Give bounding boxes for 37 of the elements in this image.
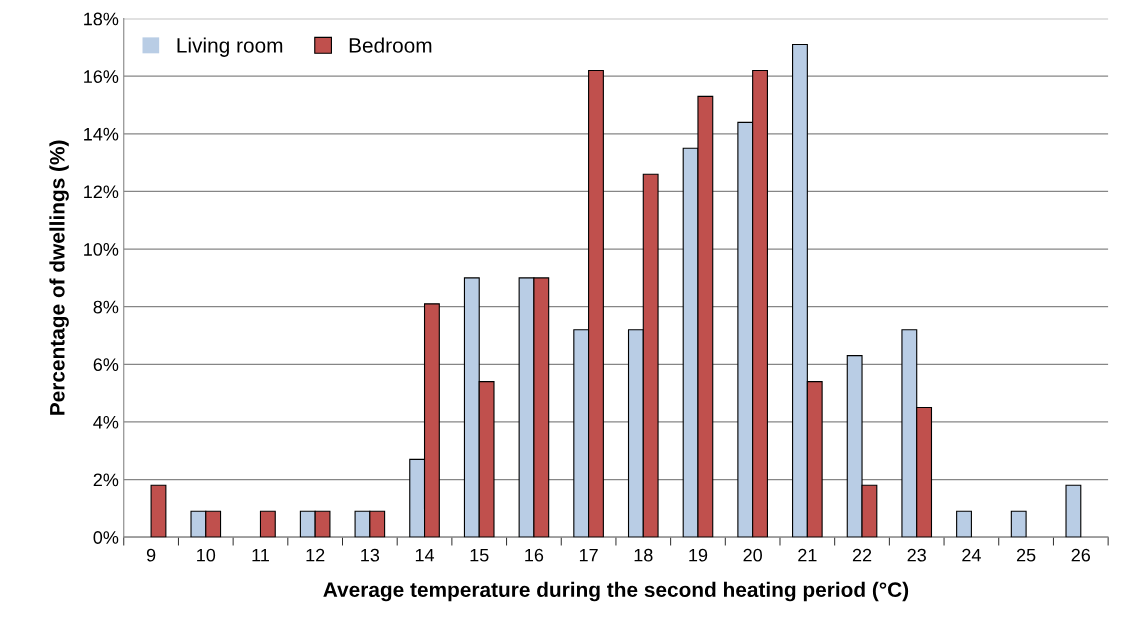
x-tick-label: 11 <box>252 548 269 562</box>
y-tick-label: 2% <box>93 473 119 487</box>
x-tick-label: 25 <box>1016 548 1036 562</box>
x-tick-label: 16 <box>525 548 544 562</box>
x-tick-label: 14 <box>415 548 435 562</box>
x-tick-label: 15 <box>470 548 489 562</box>
y-tick-label: 8% <box>93 300 119 314</box>
x-axis-title: Average temperature during the second heating period (°C) <box>323 581 909 602</box>
legend-label: Living room <box>177 37 283 57</box>
legend-label: Bedroom <box>349 37 432 53</box>
bar <box>259 510 276 538</box>
x-tick-label: 18 <box>634 548 653 562</box>
y-tick-label: 16% <box>84 70 119 83</box>
bar <box>1010 510 1027 538</box>
bar <box>956 510 972 538</box>
x-tick-label: 17 <box>579 548 598 562</box>
x-tick-label: 22 <box>852 548 872 562</box>
x-tick-label: 24 <box>962 548 981 562</box>
x-tick-label: 12 <box>306 548 325 562</box>
x-tick-label: 13 <box>361 548 380 562</box>
y-tick-label: 10% <box>84 243 119 256</box>
bar <box>150 484 167 538</box>
y-tick-label: 18% <box>84 12 119 26</box>
x-tick-label: 19 <box>689 548 708 562</box>
y-tick-label: 0% <box>93 531 119 544</box>
y-tick-label: 6% <box>93 358 119 372</box>
x-tick-label: 23 <box>907 548 926 562</box>
x-tick-label: 26 <box>1071 548 1091 562</box>
x-tick-label: 20 <box>743 548 762 562</box>
x-tick-label: 10 <box>197 548 216 562</box>
y-tick-label: 14% <box>84 127 119 141</box>
bar <box>1065 484 1082 538</box>
x-tick-label: 9 <box>146 548 156 562</box>
y-axis-title: Percentage of dwellings (%) <box>49 140 69 415</box>
x-tick-label: 21 <box>798 548 817 562</box>
y-tick-label: 12% <box>84 185 119 199</box>
y-tick-label: 4% <box>93 415 119 429</box>
